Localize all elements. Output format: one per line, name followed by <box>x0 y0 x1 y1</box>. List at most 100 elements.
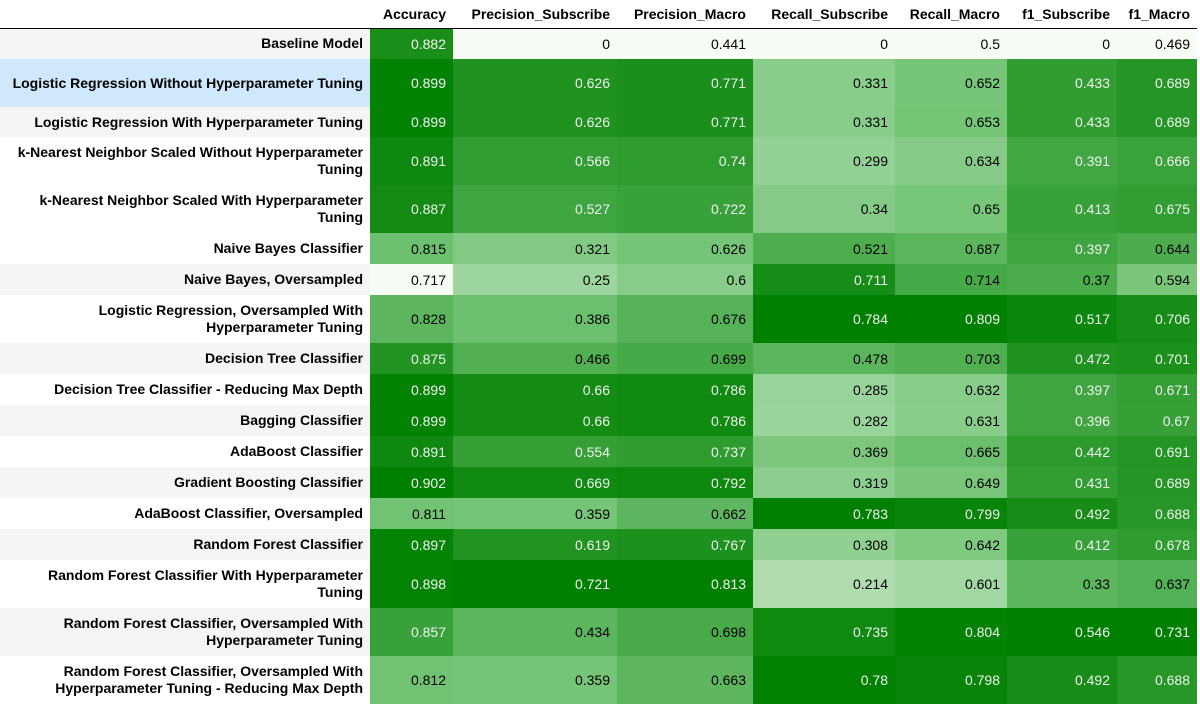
cell-f1-subscribe[interactable]: 0.396 <box>1007 405 1117 436</box>
cell-precision-subscribe[interactable]: 0.626 <box>453 107 617 137</box>
cell-recall-macro[interactable]: 0.649 <box>895 467 1007 498</box>
cell-f1-subscribe[interactable]: 0.397 <box>1007 233 1117 264</box>
cell-precision-subscribe[interactable]: 0.359 <box>453 656 617 704</box>
cell-accuracy[interactable]: 0.887 <box>370 185 453 233</box>
cell-precision-macro[interactable]: 0.813 <box>617 560 753 608</box>
row-label[interactable]: Random Forest Classifier, Oversampled Wi… <box>0 608 370 656</box>
column-header-recall-macro[interactable]: Recall_Macro <box>895 0 1007 29</box>
cell-f1-subscribe[interactable]: 0.33 <box>1007 560 1117 608</box>
cell-f1-macro[interactable]: 0.637 <box>1117 560 1197 608</box>
cell-precision-macro[interactable]: 0.74 <box>617 137 753 185</box>
row-label[interactable]: Logistic Regression Without Hyperparamet… <box>0 59 370 107</box>
row-label[interactable]: Naive Bayes Classifier <box>0 233 370 264</box>
cell-precision-subscribe[interactable]: 0.626 <box>453 59 617 107</box>
column-header-precision-subscribe[interactable]: Precision_Subscribe <box>453 0 617 29</box>
row-label[interactable]: k-Nearest Neighbor Scaled Without Hyperp… <box>0 137 370 185</box>
cell-accuracy[interactable]: 0.815 <box>370 233 453 264</box>
cell-accuracy[interactable]: 0.899 <box>370 59 453 107</box>
cell-recall-macro[interactable]: 0.601 <box>895 560 1007 608</box>
cell-precision-macro[interactable]: 0.737 <box>617 436 753 467</box>
row-label[interactable]: Gradient Boosting Classifier <box>0 467 370 498</box>
cell-accuracy[interactable]: 0.717 <box>370 264 453 295</box>
cell-precision-macro[interactable]: 0.663 <box>617 656 753 704</box>
cell-precision-macro[interactable]: 0.786 <box>617 374 753 405</box>
cell-f1-macro[interactable]: 0.691 <box>1117 436 1197 467</box>
cell-accuracy[interactable]: 0.902 <box>370 467 453 498</box>
cell-accuracy[interactable]: 0.899 <box>370 374 453 405</box>
cell-f1-subscribe[interactable]: 0.412 <box>1007 529 1117 560</box>
cell-precision-subscribe[interactable]: 0.466 <box>453 343 617 374</box>
cell-f1-subscribe[interactable]: 0.37 <box>1007 264 1117 295</box>
cell-precision-subscribe[interactable]: 0.359 <box>453 498 617 529</box>
cell-recall-subscribe[interactable]: 0.369 <box>753 436 895 467</box>
cell-precision-subscribe[interactable]: 0 <box>453 28 617 59</box>
cell-f1-macro[interactable]: 0.689 <box>1117 59 1197 107</box>
cell-f1-subscribe[interactable]: 0.442 <box>1007 436 1117 467</box>
cell-precision-subscribe[interactable]: 0.554 <box>453 436 617 467</box>
cell-accuracy[interactable]: 0.897 <box>370 529 453 560</box>
cell-precision-subscribe[interactable]: 0.434 <box>453 608 617 656</box>
column-header-precision-macro[interactable]: Precision_Macro <box>617 0 753 29</box>
cell-f1-subscribe[interactable]: 0.433 <box>1007 107 1117 137</box>
cell-recall-subscribe[interactable]: 0.214 <box>753 560 895 608</box>
cell-recall-subscribe[interactable]: 0.308 <box>753 529 895 560</box>
cell-recall-subscribe[interactable]: 0.711 <box>753 264 895 295</box>
cell-f1-subscribe[interactable]: 0.517 <box>1007 295 1117 343</box>
column-header-recall-subscribe[interactable]: Recall_Subscribe <box>753 0 895 29</box>
cell-precision-subscribe[interactable]: 0.321 <box>453 233 617 264</box>
cell-accuracy[interactable]: 0.891 <box>370 137 453 185</box>
cell-accuracy[interactable]: 0.857 <box>370 608 453 656</box>
row-label[interactable]: Random Forest Classifier <box>0 529 370 560</box>
cell-recall-subscribe[interactable]: 0.34 <box>753 185 895 233</box>
cell-recall-subscribe[interactable]: 0.784 <box>753 295 895 343</box>
cell-f1-macro[interactable]: 0.701 <box>1117 343 1197 374</box>
cell-recall-macro[interactable]: 0.653 <box>895 107 1007 137</box>
cell-precision-subscribe[interactable]: 0.66 <box>453 374 617 405</box>
cell-precision-macro[interactable]: 0.662 <box>617 498 753 529</box>
cell-recall-subscribe[interactable]: 0.783 <box>753 498 895 529</box>
cell-precision-subscribe[interactable]: 0.386 <box>453 295 617 343</box>
cell-precision-macro[interactable]: 0.441 <box>617 28 753 59</box>
cell-precision-subscribe[interactable]: 0.669 <box>453 467 617 498</box>
cell-precision-subscribe[interactable]: 0.527 <box>453 185 617 233</box>
cell-recall-subscribe[interactable]: 0.521 <box>753 233 895 264</box>
cell-f1-subscribe[interactable]: 0.546 <box>1007 608 1117 656</box>
cell-recall-macro[interactable]: 0.809 <box>895 295 1007 343</box>
cell-precision-macro[interactable]: 0.626 <box>617 233 753 264</box>
row-label[interactable]: Decision Tree Classifier <box>0 343 370 374</box>
cell-f1-macro[interactable]: 0.594 <box>1117 264 1197 295</box>
cell-recall-macro[interactable]: 0.804 <box>895 608 1007 656</box>
cell-recall-subscribe[interactable]: 0.319 <box>753 467 895 498</box>
cell-precision-subscribe[interactable]: 0.25 <box>453 264 617 295</box>
cell-f1-macro[interactable]: 0.688 <box>1117 498 1197 529</box>
cell-precision-macro[interactable]: 0.6 <box>617 264 753 295</box>
cell-recall-subscribe[interactable]: 0.331 <box>753 107 895 137</box>
cell-f1-macro[interactable]: 0.644 <box>1117 233 1197 264</box>
cell-recall-macro[interactable]: 0.632 <box>895 374 1007 405</box>
cell-precision-macro[interactable]: 0.771 <box>617 59 753 107</box>
column-header-f1-macro[interactable]: f1_Macro <box>1117 0 1197 29</box>
cell-f1-macro[interactable]: 0.731 <box>1117 608 1197 656</box>
cell-recall-macro[interactable]: 0.652 <box>895 59 1007 107</box>
row-label[interactable]: AdaBoost Classifier, Oversampled <box>0 498 370 529</box>
cell-f1-subscribe[interactable]: 0.431 <box>1007 467 1117 498</box>
cell-recall-macro[interactable]: 0.634 <box>895 137 1007 185</box>
cell-recall-macro[interactable]: 0.798 <box>895 656 1007 704</box>
cell-recall-subscribe[interactable]: 0 <box>753 28 895 59</box>
cell-precision-macro[interactable]: 0.699 <box>617 343 753 374</box>
cell-accuracy[interactable]: 0.882 <box>370 28 453 59</box>
cell-recall-macro[interactable]: 0.687 <box>895 233 1007 264</box>
cell-f1-macro[interactable]: 0.67 <box>1117 405 1197 436</box>
cell-recall-macro[interactable]: 0.642 <box>895 529 1007 560</box>
cell-f1-subscribe[interactable]: 0.397 <box>1007 374 1117 405</box>
row-label[interactable]: Naive Bayes, Oversampled <box>0 264 370 295</box>
cell-f1-macro[interactable]: 0.666 <box>1117 137 1197 185</box>
cell-f1-subscribe[interactable]: 0.413 <box>1007 185 1117 233</box>
cell-f1-macro[interactable]: 0.688 <box>1117 656 1197 704</box>
cell-precision-macro[interactable]: 0.676 <box>617 295 753 343</box>
cell-f1-subscribe[interactable]: 0.472 <box>1007 343 1117 374</box>
row-label[interactable]: k-Nearest Neighbor Scaled With Hyperpara… <box>0 185 370 233</box>
cell-accuracy[interactable]: 0.812 <box>370 656 453 704</box>
cell-f1-subscribe[interactable]: 0.391 <box>1007 137 1117 185</box>
cell-accuracy[interactable]: 0.828 <box>370 295 453 343</box>
